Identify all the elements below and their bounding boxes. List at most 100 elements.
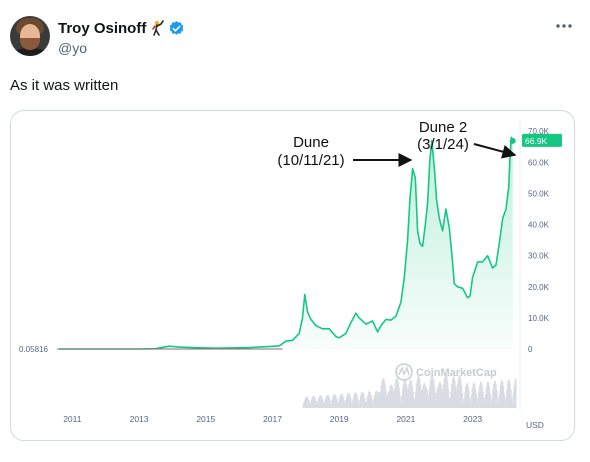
- volume-bar: [426, 389, 428, 408]
- volume-bar: [364, 402, 367, 408]
- volume-bar: [476, 401, 478, 408]
- volume-bar: [512, 392, 514, 408]
- volume-bar: [324, 399, 326, 408]
- volume-bar: [467, 385, 469, 408]
- volume-bar: [502, 381, 504, 408]
- volume-bar: [501, 380, 503, 408]
- annotation-dune2-date: (3/1/24): [417, 136, 469, 153]
- volume-bar: [387, 394, 389, 408]
- volume-bar: [370, 395, 372, 408]
- volume-bar: [442, 391, 444, 408]
- verified-badge-icon: [169, 20, 184, 35]
- volume-bar: [346, 394, 349, 408]
- volume-bar: [388, 390, 390, 408]
- volume-bar: [438, 382, 441, 408]
- y-tick-label: 0: [528, 345, 533, 354]
- x-tick-label: 2013: [130, 414, 149, 424]
- volume-bar: [497, 401, 500, 408]
- volume-bar: [373, 394, 376, 408]
- volume-bar: [396, 378, 398, 408]
- volume-bar: [456, 390, 458, 408]
- volume-bar: [330, 403, 332, 408]
- avatar[interactable]: [10, 16, 50, 56]
- volume-bar: [316, 403, 318, 408]
- more-options-icon[interactable]: [555, 22, 573, 30]
- volume-bar: [306, 396, 308, 408]
- volume-bar: [428, 395, 430, 408]
- volume-bar: [469, 398, 471, 408]
- volume-bar: [475, 394, 478, 408]
- volume-bar: [446, 376, 448, 408]
- price-chart: 0 10.0K 20.0K 30.0K 40.0K 50.0K 60.0K 70.0K 2011…: [19, 119, 562, 430]
- volume-bar: [346, 396, 348, 408]
- volume-bar: [515, 378, 517, 408]
- volume-bar: [449, 397, 451, 408]
- volume-bar: [386, 396, 388, 408]
- volume-bar: [358, 403, 360, 408]
- volume-bar: [420, 390, 423, 408]
- x-tick-label: 2015: [196, 414, 215, 424]
- volume-bar: [458, 375, 460, 408]
- volume-bar: [495, 384, 497, 408]
- volume-bar: [396, 379, 399, 408]
- volume-bar: [406, 389, 409, 408]
- volume-bar: [360, 393, 363, 408]
- volume-bar: [411, 385, 413, 408]
- tweet-text: As it was written: [10, 77, 119, 94]
- volume-bar: [477, 398, 479, 408]
- volume-bar: [460, 378, 462, 408]
- volume-bar: [506, 389, 508, 408]
- volume-bar: [507, 383, 509, 408]
- volume-bar: [375, 390, 377, 408]
- annotation-dune-label: Dune: [293, 134, 329, 151]
- volume-bar: [305, 397, 307, 408]
- volume-bar: [472, 384, 474, 408]
- volume-bar: [455, 386, 457, 408]
- volume-bar: [303, 401, 305, 408]
- volume-bar: [318, 398, 320, 408]
- author-handle[interactable]: @yo: [58, 40, 87, 56]
- volume-bar: [417, 376, 419, 408]
- volume-bar: [431, 373, 433, 408]
- y-tick-label: 30.0K: [528, 252, 550, 261]
- volume-bar: [497, 397, 499, 408]
- volume-bar: [387, 392, 390, 408]
- volume-bar: [430, 375, 432, 408]
- volume-bar: [371, 399, 373, 408]
- volume-bar: [433, 379, 435, 408]
- tweet-media-card[interactable]: 0 10.0K 20.0K 30.0K 40.0K 50.0K 60.0K 70.0K 2011…: [10, 110, 575, 441]
- volume-bar: [322, 399, 324, 408]
- volume-bar: [378, 394, 381, 408]
- volume-bar: [487, 381, 489, 408]
- x-tick-label: 2019: [330, 414, 349, 424]
- volume-bar: [421, 390, 423, 408]
- volume-bar: [327, 394, 329, 408]
- volume-bar: [372, 403, 374, 408]
- volume-bar: [508, 379, 510, 408]
- current-price-dot: [509, 137, 516, 144]
- watermark-label: CoinMarketCap: [416, 367, 497, 379]
- volume-bar: [445, 373, 447, 408]
- volume-bar: [349, 395, 351, 408]
- volume-bar: [425, 387, 427, 408]
- volume-bar: [474, 383, 476, 408]
- volume-bar: [329, 400, 331, 408]
- author-display-name[interactable]: Troy Osinoff: [58, 19, 147, 37]
- volume-bar: [332, 395, 335, 408]
- volume-bar: [333, 394, 335, 408]
- volume-bar: [314, 396, 316, 408]
- volume-bar: [498, 393, 501, 408]
- volume-bar: [484, 402, 486, 408]
- currency-label: USD: [526, 420, 544, 430]
- volume-bar: [432, 375, 434, 408]
- watermark: CoinMarketCap: [395, 363, 497, 381]
- volume-bar: [510, 389, 512, 408]
- volume-bar: [447, 388, 450, 408]
- volume-bar: [385, 391, 387, 408]
- volume-bar: [305, 396, 308, 408]
- volume-bar: [503, 393, 505, 408]
- volume-bar: [410, 381, 413, 408]
- annotation-dune2-label: Dune 2: [419, 119, 467, 136]
- volume-bar: [444, 374, 446, 408]
- volume-bar: [351, 401, 354, 408]
